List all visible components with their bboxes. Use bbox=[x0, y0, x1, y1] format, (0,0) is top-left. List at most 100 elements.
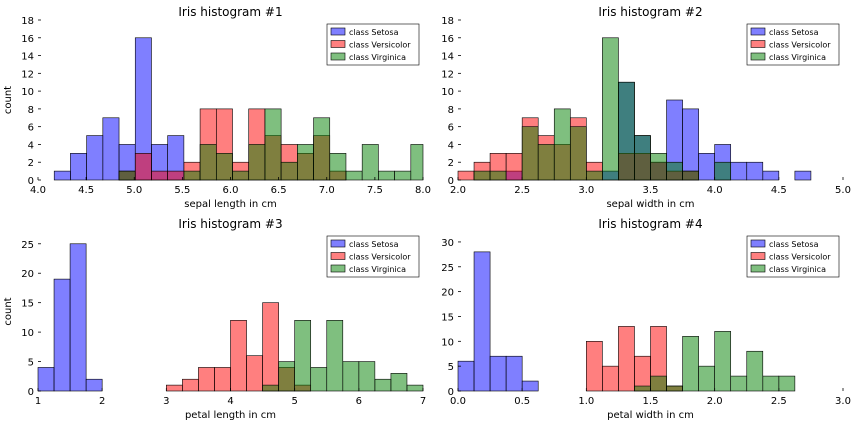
bar-virginica bbox=[537, 144, 555, 181]
x-tick-label: 6.5 bbox=[271, 185, 287, 196]
x-tick-label: 1.5 bbox=[643, 396, 659, 407]
bar-virginica bbox=[118, 170, 136, 181]
y-tick-label: 18 bbox=[21, 16, 34, 27]
x-tick-label: 5.0 bbox=[835, 185, 851, 196]
bar-virginica bbox=[232, 170, 250, 181]
bar-versicolor bbox=[134, 153, 152, 181]
x-tick-label: 3 bbox=[163, 396, 169, 407]
y-tick-label: 14 bbox=[441, 52, 454, 63]
legend-label: class Versicolor bbox=[769, 41, 831, 50]
x-tick-label: 4.0 bbox=[707, 185, 723, 196]
legend-swatch-setosa bbox=[330, 239, 346, 248]
bar-setosa bbox=[473, 251, 491, 392]
y-tick-label: 4 bbox=[28, 140, 34, 151]
legend-swatch-versicolor bbox=[330, 252, 346, 260]
y-tick-label: 14 bbox=[21, 52, 34, 63]
bar-versicolor bbox=[167, 170, 185, 181]
bar-setosa bbox=[457, 360, 475, 392]
histogram-panel-2: 2.0 2.5 3.0 3.5 4.0 4.5 5.0 0 2 4 6 8 10 12 14 16 18 Iris… bbox=[441, 5, 851, 210]
bar-setosa bbox=[698, 153, 715, 181]
bar-virginica bbox=[326, 320, 344, 392]
bar-virginica bbox=[262, 384, 279, 392]
bar-setosa bbox=[53, 278, 71, 392]
y-axis-label: count bbox=[3, 86, 14, 114]
bar-virginica bbox=[297, 144, 314, 181]
bar-virginica bbox=[666, 385, 683, 392]
bar-versicolor bbox=[151, 170, 168, 181]
bar-virginica bbox=[586, 170, 603, 181]
bar-virginica bbox=[264, 108, 282, 181]
x-tick-label: 6 bbox=[356, 396, 362, 407]
legend: class Setosa class Versicolor class Virgin… bbox=[746, 23, 840, 66]
x-tick-label: 2.0 bbox=[450, 185, 466, 196]
x-axis-label: petal length in cm bbox=[185, 410, 276, 421]
x-tick-label: 4.5 bbox=[78, 185, 94, 196]
histogram-panel-1: 4.0 4.5 5.0 5.5 6.0 6.5 7.0 7.5 8.0 0 2 4 6 8 10 12 14 16… bbox=[3, 5, 431, 210]
bar-versicolor bbox=[262, 302, 279, 392]
y-tick-label: 25 bbox=[441, 263, 454, 274]
bar-virginica bbox=[762, 375, 780, 392]
bar-setosa bbox=[521, 380, 539, 392]
bar-virginica bbox=[183, 170, 201, 181]
y-tick-label: 25 bbox=[21, 240, 34, 251]
y-tick-label: 18 bbox=[441, 16, 454, 27]
chart-title: Iris histogram #2 bbox=[598, 5, 702, 19]
legend-swatch-setosa bbox=[750, 239, 766, 248]
bar-versicolor bbox=[246, 355, 263, 392]
bar-setosa bbox=[69, 243, 87, 392]
legend-label: class Setosa bbox=[769, 28, 819, 37]
x-tick-label: 8.0 bbox=[415, 185, 431, 196]
bar-versicolor bbox=[505, 153, 523, 181]
legend-swatch-setosa bbox=[330, 27, 346, 36]
bar-virginica bbox=[374, 378, 392, 392]
chart-title: Iris histogram #3 bbox=[178, 217, 282, 231]
bar-versicolor bbox=[457, 170, 475, 181]
bar-virginica bbox=[698, 365, 715, 392]
bar-virginica bbox=[248, 144, 266, 181]
bar-virginica bbox=[406, 384, 424, 392]
bar-setosa bbox=[70, 153, 87, 181]
bar-setosa bbox=[102, 117, 120, 181]
x-tick-label: 2.0 bbox=[707, 396, 723, 407]
bar-virginica bbox=[746, 350, 764, 392]
histogram-panel-4: 0.0 0.5 1.0 1.5 2.0 2.5 3.0 0 5 10 15 20 25 30 Iris hi… bbox=[441, 217, 851, 421]
y-tick-label: 4 bbox=[448, 140, 454, 151]
y-tick-label: 15 bbox=[441, 312, 454, 323]
y-tick-label: 5 bbox=[448, 362, 454, 373]
legend-swatch-virginica bbox=[750, 52, 766, 61]
bar-versicolor bbox=[618, 326, 635, 392]
legend-label: class Setosa bbox=[349, 240, 399, 249]
x-tick-label: 2 bbox=[99, 396, 105, 407]
legend-swatch-versicolor bbox=[750, 40, 766, 48]
x-tick-label: 2.5 bbox=[771, 396, 787, 407]
x-tick-label: 5.0 bbox=[126, 185, 142, 196]
x-axis-label: sepal length in cm bbox=[184, 199, 276, 210]
bar-virginica bbox=[650, 375, 667, 392]
legend-swatch-virginica bbox=[330, 52, 346, 61]
legend-swatch-versicolor bbox=[750, 252, 766, 260]
bar-virginica bbox=[278, 361, 295, 392]
legend-swatch-setosa bbox=[750, 27, 766, 36]
x-tick-label: 5 bbox=[291, 396, 297, 407]
x-tick-label: 0.5 bbox=[514, 396, 530, 407]
chart-title: Iris histogram #4 bbox=[598, 217, 702, 231]
y-tick-label: 16 bbox=[21, 34, 34, 45]
bar-virginica bbox=[714, 331, 732, 392]
bar-virginica bbox=[280, 161, 298, 181]
bar-virginica bbox=[682, 170, 699, 181]
bar-virginica bbox=[342, 361, 360, 392]
y-tick-label: 10 bbox=[441, 87, 454, 98]
y-tick-label: 10 bbox=[21, 87, 34, 98]
bar-setosa bbox=[762, 170, 780, 181]
bar-virginica bbox=[714, 161, 732, 181]
legend-label: class Versicolor bbox=[349, 253, 411, 262]
bar-setosa bbox=[53, 170, 71, 181]
bar-virginica bbox=[361, 144, 379, 181]
bar-setosa bbox=[794, 170, 812, 181]
x-tick-label: 2.5 bbox=[514, 185, 530, 196]
bar-setosa bbox=[489, 355, 507, 392]
bar-virginica bbox=[778, 375, 796, 392]
legend-label: class Virginica bbox=[769, 53, 826, 62]
bar-versicolor bbox=[602, 365, 619, 392]
y-tick-label: 12 bbox=[21, 69, 34, 80]
